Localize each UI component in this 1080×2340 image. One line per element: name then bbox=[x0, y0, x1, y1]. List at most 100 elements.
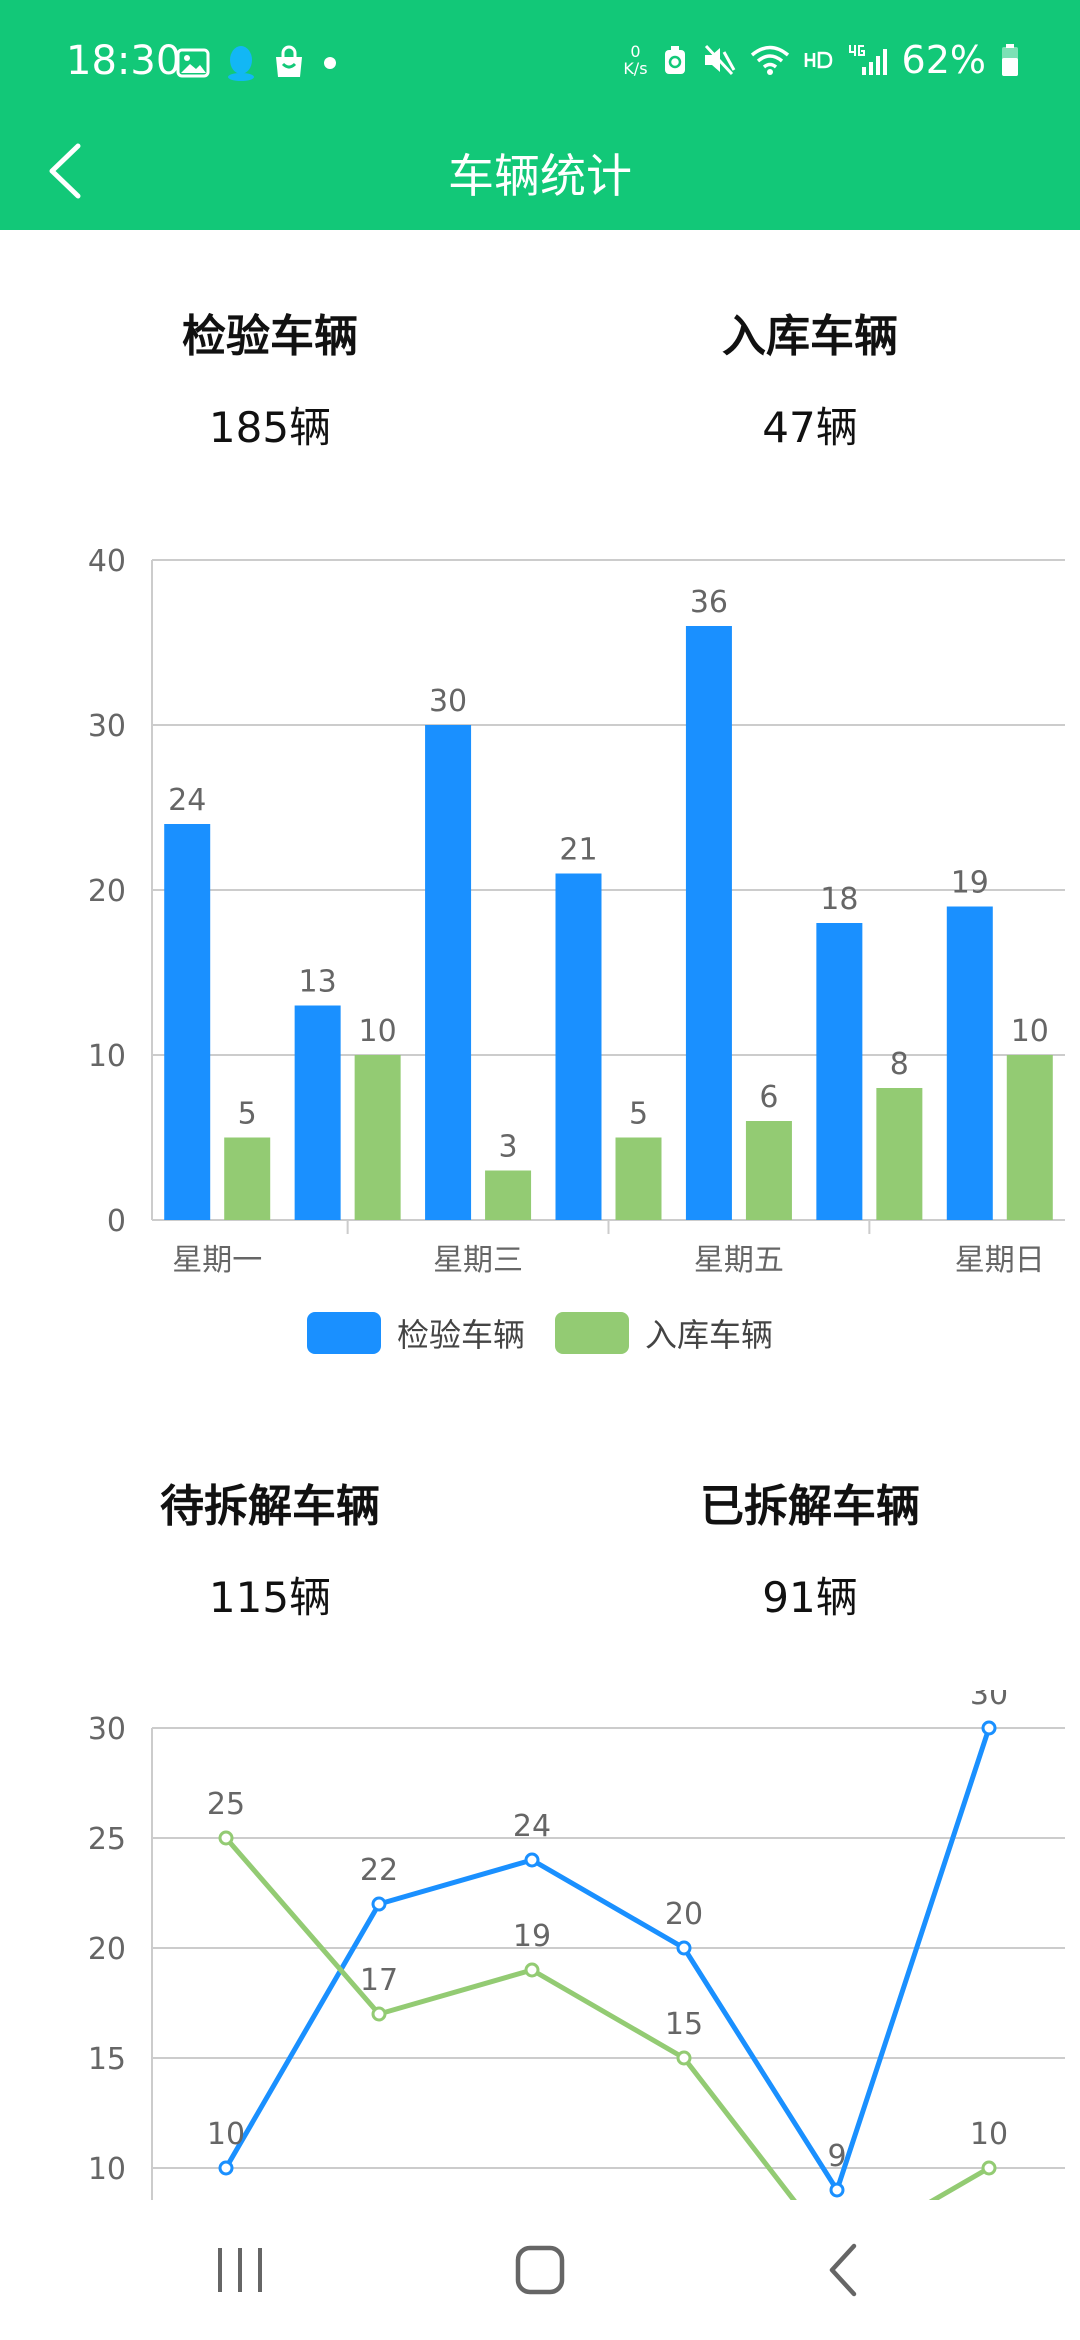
point-value-label: 10 bbox=[970, 2117, 1008, 2152]
bar-value-label: 5 bbox=[629, 1097, 648, 1132]
y-tick-label: 10 bbox=[88, 2152, 126, 2187]
recents-button[interactable] bbox=[200, 2240, 280, 2300]
series-line bbox=[223, 1727, 992, 2193]
status-time: 18:30 bbox=[66, 38, 182, 84]
bar-chart: 0 10 20 30 40 24 5 星期一 13 10 30 3 星期三 21 5 36 6 星期五 18 8 19 1… bbox=[88, 544, 1065, 1278]
summary-value: 115辆 bbox=[208, 1573, 332, 1622]
x-tick-label: 星期五 bbox=[694, 1243, 784, 1278]
bar bbox=[1006, 1055, 1053, 1220]
bag-icon bbox=[276, 45, 302, 77]
hd-icon bbox=[804, 51, 832, 69]
data-point bbox=[371, 2006, 387, 2022]
data-point bbox=[981, 2160, 997, 2176]
bar bbox=[224, 1137, 271, 1220]
data-point bbox=[524, 1962, 540, 1978]
bar-value-label: 8 bbox=[890, 1047, 909, 1082]
y-tick-label: 10 bbox=[88, 1039, 126, 1074]
status-left-icons bbox=[176, 44, 340, 82]
battery-icon bbox=[1002, 44, 1018, 76]
bar-value-label: 24 bbox=[168, 783, 206, 818]
x-tick-label: 星期一 bbox=[172, 1243, 262, 1278]
legend-item-inspected[interactable]: 检验车辆 bbox=[306, 1310, 525, 1356]
y-tick-label: 25 bbox=[88, 1822, 126, 1857]
x-tick-label: 星期日 bbox=[955, 1243, 1045, 1278]
bar bbox=[946, 906, 993, 1220]
summary-value: 91辆 bbox=[762, 1573, 858, 1622]
chart-legend: 检验车辆 入库车辆 bbox=[0, 1310, 1080, 1356]
point-value-label: 10 bbox=[207, 2117, 245, 2152]
battery-text: 62% bbox=[901, 38, 986, 82]
bar bbox=[485, 1170, 532, 1220]
data-point bbox=[524, 1852, 540, 1868]
bar-value-label: 13 bbox=[299, 965, 337, 1000]
y-tick-label: 30 bbox=[88, 1712, 126, 1747]
summary-value: 185辆 bbox=[208, 403, 332, 452]
summary-label: 待拆解车辆 bbox=[160, 1481, 380, 1532]
point-value-label: 24 bbox=[513, 1809, 551, 1844]
signal-4g-icon bbox=[848, 45, 887, 75]
bar-value-label: 30 bbox=[429, 684, 467, 719]
summary-stored: 入库车辆 47辆 bbox=[540, 300, 1080, 455]
summary-value: 47辆 bbox=[762, 403, 858, 452]
summary-pending-dismantle: 待拆解车辆 115辆 bbox=[0, 1470, 540, 1625]
legend-label: 入库车辆 bbox=[645, 1316, 774, 1354]
bar-value-label: 10 bbox=[1011, 1014, 1049, 1049]
back-arrow-icon[interactable] bbox=[36, 138, 96, 204]
qq-icon bbox=[228, 46, 254, 81]
bar bbox=[354, 1055, 401, 1220]
point-value-label: 15 bbox=[665, 2007, 703, 2042]
bar-value-label: 36 bbox=[690, 585, 728, 620]
mute-icon bbox=[704, 44, 735, 76]
data-point bbox=[676, 2050, 692, 2066]
point-value-label: 17 bbox=[360, 1963, 398, 1998]
bar-value-label: 18 bbox=[820, 882, 858, 917]
net-speed: 0 K/s bbox=[623, 42, 648, 78]
data-point bbox=[218, 2160, 234, 2176]
bar-value-label: 21 bbox=[559, 833, 597, 868]
x-tick-label: 星期三 bbox=[433, 1243, 523, 1278]
bar bbox=[615, 1137, 662, 1220]
bar bbox=[425, 725, 472, 1220]
data-point bbox=[218, 1830, 234, 1846]
app-bar: 车辆统计 bbox=[0, 112, 1080, 230]
data-point bbox=[676, 1940, 692, 1956]
y-tick-label: 40 bbox=[88, 544, 126, 579]
summary-label: 入库车辆 bbox=[722, 311, 898, 362]
data-point bbox=[371, 1896, 387, 1912]
bar bbox=[745, 1121, 792, 1220]
bar bbox=[816, 923, 863, 1220]
point-value-label: 20 bbox=[665, 1897, 703, 1932]
navigation-bar bbox=[0, 2200, 1080, 2340]
y-tick-label: 20 bbox=[88, 1932, 126, 1967]
bar bbox=[164, 824, 211, 1220]
bar bbox=[294, 1005, 341, 1220]
data-point bbox=[981, 1720, 997, 1736]
wifi-icon bbox=[750, 45, 789, 75]
point-value-label: 22 bbox=[360, 1853, 398, 1888]
y-tick-label: 15 bbox=[88, 2042, 126, 2077]
line-chart: 10152025301022242093025171915610 bbox=[88, 1690, 1065, 2200]
summary-inspected: 检验车辆 185辆 bbox=[0, 300, 540, 455]
bar bbox=[685, 626, 732, 1220]
legend-swatch bbox=[555, 1312, 629, 1354]
bar-value-label: 6 bbox=[759, 1080, 778, 1115]
bar bbox=[876, 1088, 923, 1220]
y-tick-label: 0 bbox=[107, 1204, 126, 1239]
back-button[interactable] bbox=[804, 2240, 884, 2300]
page-title: 车辆统计 bbox=[448, 149, 632, 203]
bar bbox=[555, 873, 602, 1220]
home-button[interactable] bbox=[500, 2240, 580, 2300]
status-bar: 18:30 0 K/s 62% bbox=[0, 0, 1080, 130]
summary-label: 已拆解车辆 bbox=[700, 1481, 920, 1532]
image-icon bbox=[176, 48, 210, 78]
point-value-label: 9 bbox=[827, 2139, 846, 2174]
point-value-label: 30 bbox=[970, 1690, 1008, 1712]
y-tick-label: 20 bbox=[88, 874, 126, 909]
status-right: 0 K/s 62% bbox=[623, 38, 1020, 82]
data-point bbox=[829, 2182, 845, 2198]
summary-dismantled: 已拆解车辆 91辆 bbox=[540, 1470, 1080, 1625]
legend-label: 检验车辆 bbox=[396, 1316, 525, 1354]
bar-value-label: 19 bbox=[951, 866, 989, 901]
summary-label: 检验车辆 bbox=[182, 311, 358, 362]
legend-item-stored[interactable]: 入库车辆 bbox=[555, 1310, 773, 1356]
